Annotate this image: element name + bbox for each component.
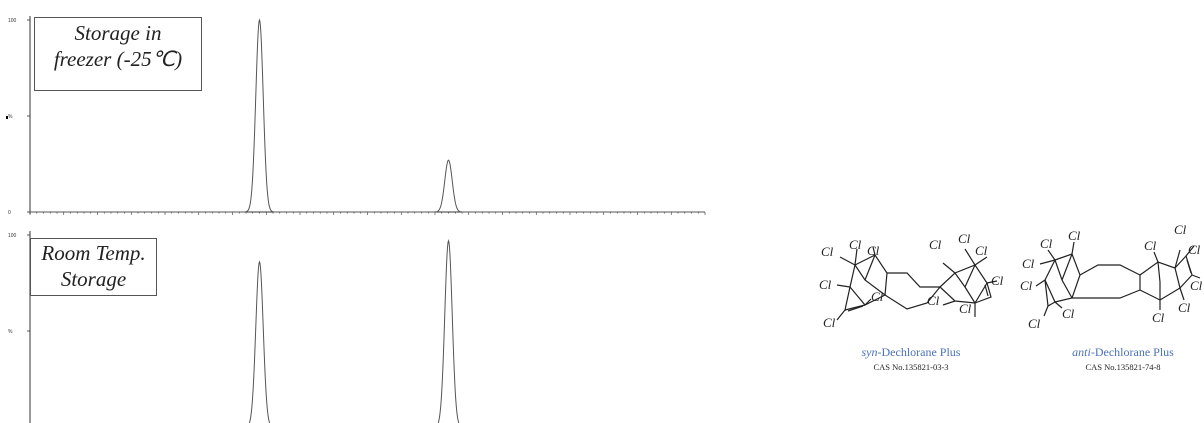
anti-cl-label: Cl xyxy=(1188,242,1201,257)
syn-suffix: -Dechlorane Plus xyxy=(877,345,961,359)
syn-dechlorane-structure: Cl Cl Cl Cl Cl Cl Cl Cl Cl Cl Cl Cl xyxy=(819,231,1004,330)
anti-cl-label: Cl xyxy=(1062,306,1075,321)
freezer-storage-label-line2: freezer (-25℃) xyxy=(53,47,183,71)
anti-cl-label: Cl xyxy=(1028,316,1041,331)
syn-cl-label: Cl xyxy=(927,293,940,308)
room-temp-storage-label-line2: Storage xyxy=(60,267,127,291)
chromatogram-trace xyxy=(30,18,705,213)
anti-dechlorane-name: anti-Dechlorane Plus xyxy=(1048,345,1198,360)
syn-cl-label: Cl xyxy=(929,237,942,252)
y-tick-label: 0 xyxy=(8,210,11,216)
syn-cl-label: Cl xyxy=(849,237,862,252)
anti-cl-label: Cl xyxy=(1178,300,1191,315)
anti-prefix: anti xyxy=(1072,345,1091,359)
syn-cas-number: CAS No.135821-03-3 xyxy=(873,362,949,372)
anti-dechlorane-structure: Cl Cl Cl Cl Cl Cl Cl Cl Cl Cl Cl Cl xyxy=(1020,222,1203,331)
syn-cl-label: Cl xyxy=(958,231,971,246)
axis-marker xyxy=(6,116,8,119)
y-tick-label: % xyxy=(8,114,13,120)
syn-dechlorane-caption: syn-Dechlorane Plus CAS No.135821-03-3 xyxy=(836,345,986,372)
syn-cl-label: Cl xyxy=(959,301,972,316)
syn-cl-label: Cl xyxy=(823,315,836,330)
syn-dechlorane-name: syn-Dechlorane Plus xyxy=(836,345,986,360)
anti-cl-label: Cl xyxy=(1152,310,1165,325)
anti-cl-label: Cl xyxy=(1190,278,1203,293)
anti-cl-label: Cl xyxy=(1068,228,1081,243)
syn-cl-label: Cl xyxy=(867,243,880,258)
room-temp-storage-label-line1: Room Temp. xyxy=(41,241,146,265)
anti-suffix: -Dechlorane Plus xyxy=(1090,345,1174,359)
syn-prefix: syn xyxy=(861,345,878,359)
room-temp-storage-label: Room Temp. Storage xyxy=(30,238,157,296)
anti-cl-label: Cl xyxy=(1022,256,1035,271)
y-tick-label: 100 xyxy=(8,18,17,24)
anti-cl-label: Cl xyxy=(1020,278,1033,293)
anti-cl-label: Cl xyxy=(1040,236,1053,251)
syn-cl-label: Cl xyxy=(991,273,1004,288)
freezer-storage-label-line1: Storage in xyxy=(74,21,162,45)
freezer-storage-label: Storage in freezer (-25℃) xyxy=(34,17,202,91)
anti-cl-label: Cl xyxy=(1174,222,1187,237)
anti-cl-label: Cl xyxy=(1144,238,1157,253)
anti-cas-number: CAS No.135821-74-8 xyxy=(1085,362,1161,372)
syn-cl-label: Cl xyxy=(819,277,832,292)
anti-dechlorane-caption: anti-Dechlorane Plus CAS No.135821-74-8 xyxy=(1048,345,1198,372)
syn-cl-label: Cl xyxy=(871,289,884,304)
syn-cl-label: Cl xyxy=(821,244,834,259)
y-tick-label: % xyxy=(8,329,13,335)
y-tick-label: 100 xyxy=(8,233,17,239)
syn-cl-label: Cl xyxy=(975,243,988,258)
